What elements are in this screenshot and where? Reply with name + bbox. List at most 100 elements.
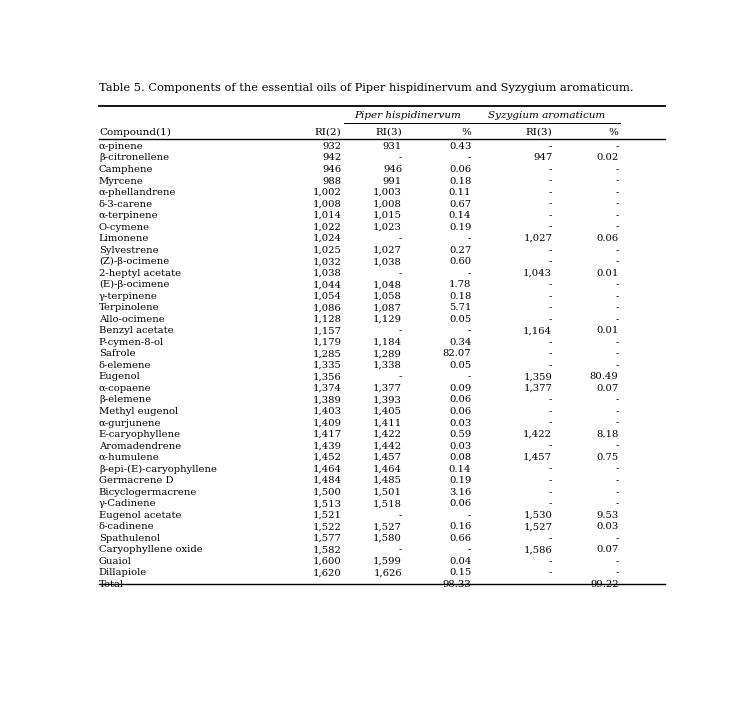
Text: 947: 947 — [533, 153, 552, 162]
Text: 0.01: 0.01 — [596, 269, 618, 277]
Text: -: - — [615, 349, 618, 359]
Text: -: - — [615, 441, 618, 450]
Text: 1,405: 1,405 — [373, 407, 402, 416]
Text: -: - — [549, 188, 552, 197]
Text: 988: 988 — [323, 176, 341, 186]
Text: -: - — [615, 257, 618, 266]
Text: 0.08: 0.08 — [449, 453, 472, 462]
Text: 0.06: 0.06 — [449, 395, 472, 405]
Text: α-phellandrene: α-phellandrene — [99, 188, 177, 197]
Text: -: - — [549, 142, 552, 151]
Text: 1,442: 1,442 — [373, 441, 402, 450]
Text: Sylvestrene: Sylvestrene — [99, 246, 159, 255]
Text: -: - — [615, 292, 618, 301]
Text: Allo-ocimene: Allo-ocimene — [99, 315, 165, 324]
Text: P-cymen-8-ol: P-cymen-8-ol — [99, 338, 164, 347]
Text: 1,023: 1,023 — [373, 222, 402, 232]
Text: γ-Cadinene: γ-Cadinene — [99, 499, 156, 508]
Text: -: - — [399, 269, 402, 277]
Text: δ-3-carene: δ-3-carene — [99, 200, 153, 208]
Text: %: % — [461, 128, 472, 136]
Text: 1,626: 1,626 — [373, 568, 402, 578]
Text: 0.16: 0.16 — [449, 522, 472, 531]
Text: 1,025: 1,025 — [312, 246, 341, 255]
Text: Spathulenol: Spathulenol — [99, 534, 160, 543]
Text: 0.03: 0.03 — [449, 419, 472, 428]
Text: 1,599: 1,599 — [373, 557, 402, 566]
Text: 0.06: 0.06 — [449, 165, 472, 174]
Text: 80.49: 80.49 — [590, 373, 618, 381]
Text: 0.14: 0.14 — [448, 465, 472, 474]
Text: -: - — [615, 534, 618, 543]
Text: 1,002: 1,002 — [312, 188, 341, 197]
Text: 1,582: 1,582 — [312, 545, 341, 554]
Text: 1,600: 1,600 — [313, 557, 341, 566]
Text: Germacrene D: Germacrene D — [99, 476, 174, 485]
Text: 1,527: 1,527 — [373, 522, 402, 531]
Text: Table 5. Components of the essential oils of Piper hispidinervum and Syzygium ar: Table 5. Components of the essential oil… — [99, 83, 633, 93]
Text: δ-cadinene: δ-cadinene — [99, 522, 154, 531]
Text: 98.33: 98.33 — [443, 580, 472, 589]
Text: 1,164: 1,164 — [523, 326, 552, 335]
Text: 1,518: 1,518 — [373, 499, 402, 508]
Text: Total: Total — [99, 580, 124, 589]
Text: 1,393: 1,393 — [373, 395, 402, 405]
Text: -: - — [468, 269, 472, 277]
Text: -: - — [549, 361, 552, 370]
Text: E-caryophyllene: E-caryophyllene — [99, 430, 181, 439]
Text: 82.07: 82.07 — [443, 349, 472, 359]
Text: β-elemene: β-elemene — [99, 395, 151, 405]
Text: 99.22: 99.22 — [590, 580, 618, 589]
Text: -: - — [549, 395, 552, 405]
Text: 1,044: 1,044 — [312, 280, 341, 289]
Text: -: - — [615, 222, 618, 232]
Text: 5.71: 5.71 — [449, 304, 472, 312]
Text: 1,054: 1,054 — [312, 292, 341, 301]
Text: -: - — [549, 499, 552, 508]
Text: Caryophyllene oxide: Caryophyllene oxide — [99, 545, 203, 554]
Text: -: - — [615, 338, 618, 347]
Text: -: - — [549, 534, 552, 543]
Text: -: - — [615, 246, 618, 255]
Text: 1,338: 1,338 — [373, 361, 402, 370]
Text: -: - — [549, 246, 552, 255]
Text: 9.53: 9.53 — [596, 510, 618, 520]
Text: 0.66: 0.66 — [449, 534, 472, 543]
Text: -: - — [549, 349, 552, 359]
Text: -: - — [549, 280, 552, 289]
Text: -: - — [399, 326, 402, 335]
Text: 1.78: 1.78 — [449, 280, 472, 289]
Text: 1,501: 1,501 — [373, 488, 402, 497]
Text: -: - — [615, 304, 618, 312]
Text: -: - — [549, 465, 552, 474]
Text: -: - — [549, 407, 552, 416]
Text: 946: 946 — [383, 165, 402, 174]
Text: -: - — [468, 373, 472, 381]
Text: %: % — [609, 128, 618, 136]
Text: 1,577: 1,577 — [312, 534, 341, 543]
Text: -: - — [615, 419, 618, 428]
Text: 1,464: 1,464 — [312, 465, 341, 474]
Text: 1,457: 1,457 — [373, 453, 402, 462]
Text: 1,580: 1,580 — [373, 534, 402, 543]
Text: -: - — [549, 557, 552, 566]
Text: 0.75: 0.75 — [596, 453, 618, 462]
Text: -: - — [468, 326, 472, 335]
Text: 1,043: 1,043 — [523, 269, 552, 277]
Text: 1,027: 1,027 — [523, 234, 552, 243]
Text: -: - — [549, 568, 552, 578]
Text: -: - — [399, 373, 402, 381]
Text: 0.59: 0.59 — [449, 430, 472, 439]
Text: 0.07: 0.07 — [596, 384, 618, 393]
Text: 0.06: 0.06 — [449, 499, 472, 508]
Text: -: - — [549, 338, 552, 347]
Text: 1,032: 1,032 — [312, 257, 341, 266]
Text: Bicyclogermacrene: Bicyclogermacrene — [99, 488, 197, 497]
Text: 0.34: 0.34 — [449, 338, 472, 347]
Text: 2-heptyl acetate: 2-heptyl acetate — [99, 269, 181, 277]
Text: Eugenol: Eugenol — [99, 373, 141, 381]
Text: 1,157: 1,157 — [312, 326, 341, 335]
Text: 1,403: 1,403 — [312, 407, 341, 416]
Text: -: - — [615, 361, 618, 370]
Text: Syzygium aromaticum: Syzygium aromaticum — [488, 112, 605, 120]
